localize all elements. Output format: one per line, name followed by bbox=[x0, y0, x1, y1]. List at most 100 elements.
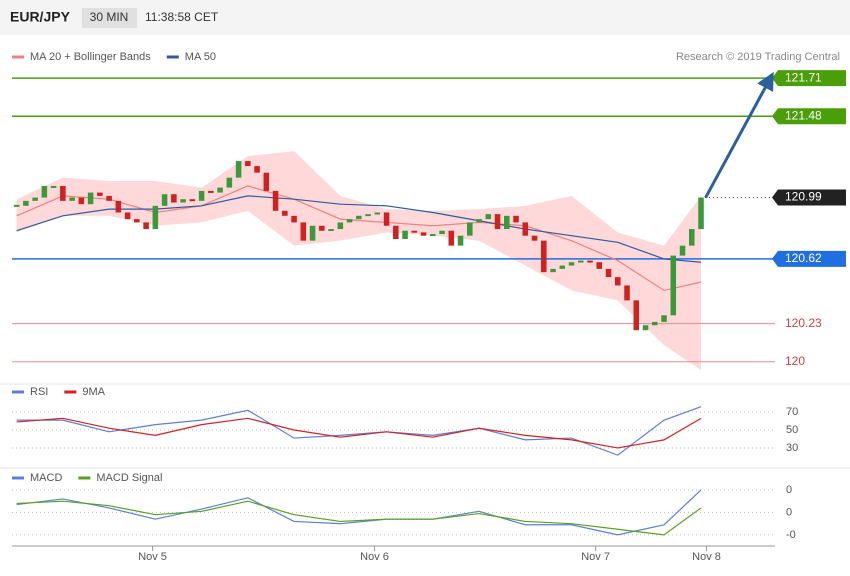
x-tick-label: Nov 8 bbox=[692, 551, 721, 563]
candle bbox=[106, 195, 112, 201]
candle bbox=[578, 260, 584, 263]
candle bbox=[171, 194, 177, 203]
candle bbox=[642, 325, 649, 331]
y-tick-label: -0 bbox=[786, 529, 796, 541]
candle bbox=[60, 185, 66, 201]
candle bbox=[23, 200, 29, 206]
candle bbox=[143, 222, 149, 230]
candle bbox=[559, 265, 566, 269]
level-label: 120 bbox=[785, 354, 805, 368]
y-tick-label: 50 bbox=[786, 424, 798, 436]
time: 11:38:58 CET bbox=[145, 10, 219, 24]
candle bbox=[605, 268, 612, 278]
candle bbox=[50, 185, 57, 188]
candle bbox=[568, 262, 575, 266]
candle bbox=[670, 255, 677, 316]
series-line bbox=[16, 489, 702, 536]
candle bbox=[152, 205, 159, 230]
candle bbox=[661, 315, 667, 322]
candle bbox=[217, 187, 223, 193]
credit: Research © 2019 Trading Central bbox=[676, 51, 840, 63]
candle bbox=[587, 260, 593, 263]
candle bbox=[402, 230, 408, 240]
candle bbox=[541, 240, 547, 273]
candle bbox=[467, 222, 473, 236]
candle bbox=[180, 199, 186, 203]
candle bbox=[245, 161, 251, 167]
candle bbox=[448, 230, 455, 246]
level-tag bbox=[772, 70, 846, 87]
candle bbox=[235, 161, 242, 178]
series-line bbox=[16, 185, 702, 292]
candle bbox=[596, 262, 603, 269]
candle bbox=[420, 232, 427, 236]
candle bbox=[346, 219, 353, 223]
level-label: 120.99 bbox=[785, 190, 822, 204]
series-line bbox=[16, 417, 702, 449]
candle bbox=[32, 197, 38, 201]
candle bbox=[513, 215, 519, 223]
candle bbox=[161, 194, 168, 206]
candle bbox=[494, 214, 501, 230]
candle bbox=[309, 225, 316, 241]
candle bbox=[87, 192, 94, 205]
y-tick-label: 30 bbox=[786, 442, 798, 454]
candle bbox=[319, 225, 325, 231]
candle bbox=[504, 215, 510, 230]
candle bbox=[531, 235, 538, 241]
candle bbox=[300, 222, 307, 241]
candle bbox=[198, 190, 205, 201]
level-label: 120.23 bbox=[785, 316, 822, 330]
candle bbox=[457, 235, 464, 246]
candle bbox=[254, 166, 260, 173]
candle bbox=[291, 215, 297, 223]
y-tick-label: 0 bbox=[786, 506, 792, 518]
forecast-arrow bbox=[704, 71, 774, 199]
header-bar bbox=[0, 0, 850, 35]
candle bbox=[476, 219, 482, 223]
candle bbox=[115, 200, 122, 213]
candle bbox=[439, 230, 445, 235]
legend-label: RSI bbox=[30, 386, 48, 398]
legend-label: MA 50 bbox=[185, 51, 216, 63]
candle bbox=[679, 245, 686, 256]
level-label: 121.71 bbox=[785, 70, 822, 84]
candle bbox=[688, 229, 695, 246]
level-label: 120.62 bbox=[785, 251, 822, 265]
y-tick-label: 70 bbox=[786, 406, 798, 418]
symbol: EUR/JPY bbox=[10, 9, 71, 25]
candle bbox=[328, 229, 334, 232]
candle bbox=[383, 212, 390, 226]
interval: 30 MIN bbox=[90, 10, 129, 24]
candle bbox=[337, 222, 344, 230]
candle bbox=[263, 172, 270, 191]
candle bbox=[13, 204, 20, 207]
candle bbox=[430, 234, 436, 237]
candle bbox=[41, 185, 48, 198]
level-tag bbox=[772, 250, 846, 267]
bollinger-band bbox=[16, 151, 702, 371]
candle bbox=[356, 215, 362, 220]
y-tick-label: 0 bbox=[786, 484, 792, 496]
candle bbox=[282, 210, 288, 216]
candle bbox=[411, 230, 418, 233]
legend-label: 9MA bbox=[82, 386, 105, 398]
series-line bbox=[16, 195, 702, 263]
candle bbox=[208, 190, 214, 193]
candle bbox=[633, 300, 640, 331]
candle bbox=[550, 268, 556, 273]
candle bbox=[272, 190, 279, 211]
level-label: 121.48 bbox=[785, 108, 822, 122]
x-tick-label: Nov 7 bbox=[581, 551, 610, 563]
interval-box bbox=[82, 8, 137, 28]
series-line bbox=[16, 500, 702, 536]
x-tick-label: Nov 6 bbox=[360, 551, 389, 563]
candle bbox=[69, 197, 75, 201]
candle bbox=[124, 212, 131, 220]
candle bbox=[78, 197, 85, 205]
x-tick-label: Nov 5 bbox=[138, 551, 167, 563]
candle bbox=[189, 199, 196, 202]
candle bbox=[226, 177, 233, 188]
candle bbox=[522, 222, 529, 236]
